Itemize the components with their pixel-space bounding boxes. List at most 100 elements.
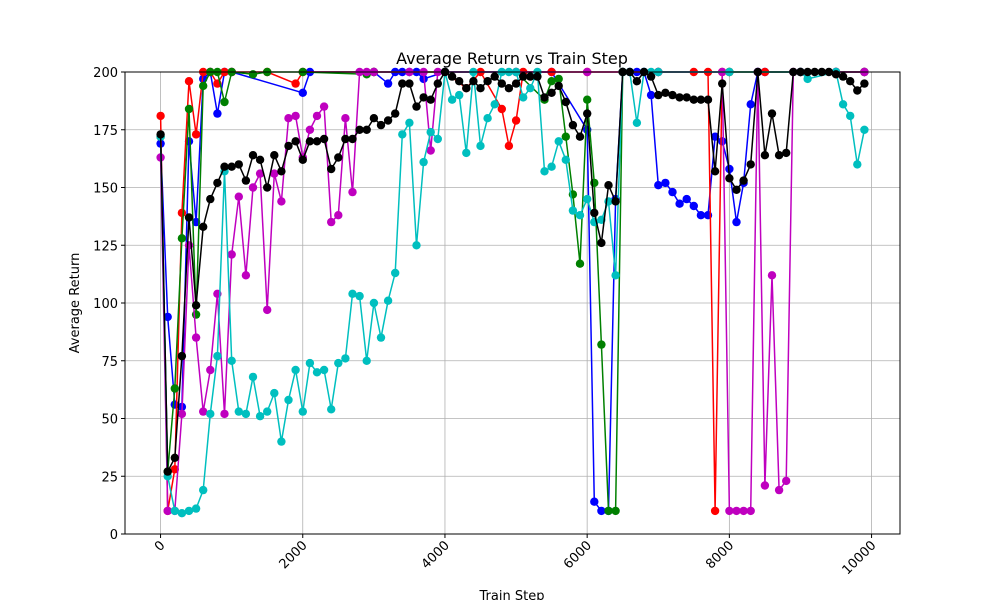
data-point [519,93,528,102]
data-point [163,506,172,516]
data-point [654,181,663,190]
data-point [575,211,585,220]
data-point [419,93,428,102]
data-point [533,72,542,81]
x-tick-label: 4000 [419,538,453,572]
data-point [782,148,791,158]
data-point [227,162,236,171]
data-point [391,109,400,118]
data-point [305,125,315,134]
data-point [668,90,677,100]
data-point [774,151,784,160]
data-point [611,506,620,516]
data-point [376,333,386,342]
data-point [682,194,691,204]
data-point [590,208,599,218]
data-point [654,90,663,100]
y-tick-label: 150 [93,182,118,197]
data-point [469,77,478,86]
data-point [369,298,379,308]
data-point [234,192,243,201]
data-point [263,305,272,315]
y-tick-label: 0 [110,528,118,543]
data-point [774,485,784,495]
data-point [170,384,179,393]
data-point [241,176,251,185]
data-point [405,79,414,88]
data-point [412,241,421,250]
data-point [696,211,706,220]
data-point [689,201,698,211]
data-point [284,395,293,405]
data-point [433,134,442,144]
data-point [568,206,578,215]
data-point [604,506,613,516]
data-point [838,72,848,81]
data-point [490,100,499,109]
data-point [177,509,187,518]
data-point [519,72,528,81]
data-point [369,114,379,123]
data-point [504,84,514,93]
data-point [455,77,464,86]
data-point [803,74,812,84]
data-point [419,157,428,167]
data-point [327,217,336,227]
data-point [291,137,300,146]
data-point [547,162,556,171]
data-point [291,79,300,88]
data-point [255,169,265,178]
data-point [611,271,620,280]
data-point [597,238,606,248]
data-point [661,88,670,98]
data-point [213,351,222,361]
data-point [433,79,442,88]
data-point [284,114,293,123]
data-point [199,81,208,91]
data-point [739,506,748,516]
data-point [476,84,485,93]
data-point [213,109,222,118]
data-point [725,174,734,183]
data-point [696,95,706,104]
data-point [255,155,265,164]
chart-title: Average Return vs Train Step [396,49,628,68]
data-point [163,312,172,322]
data-point [675,93,684,102]
series-line [159,71,865,473]
data-point [177,208,187,218]
data-point [355,125,364,134]
data-point [270,169,279,178]
x-tick-label: 8000 [703,538,737,572]
y-tick-label: 50 [101,413,118,428]
data-point [263,183,272,192]
data-point [575,132,585,141]
data-point [291,111,300,121]
data-point [227,250,236,259]
data-point [391,268,400,278]
data-point [270,388,279,398]
data-point [263,407,272,416]
data-point [184,506,194,516]
data-point [312,111,322,121]
x-tick-label: 0 [152,538,168,554]
data-point [526,84,535,93]
data-point [554,137,563,146]
data-point [462,84,471,93]
data-point [782,476,791,486]
data-point [746,100,755,109]
data-point [739,176,748,185]
plot-area [156,67,869,518]
data-point [298,407,307,416]
data-point [341,134,350,144]
data-point [191,333,201,342]
data-point [497,104,506,114]
data-point [547,77,556,86]
data-point [170,465,179,474]
data-point [853,160,862,169]
y-tick-label: 75 [101,355,118,370]
data-point [383,296,393,305]
data-point [383,79,393,88]
y-axis-title: Average Return [68,253,83,354]
